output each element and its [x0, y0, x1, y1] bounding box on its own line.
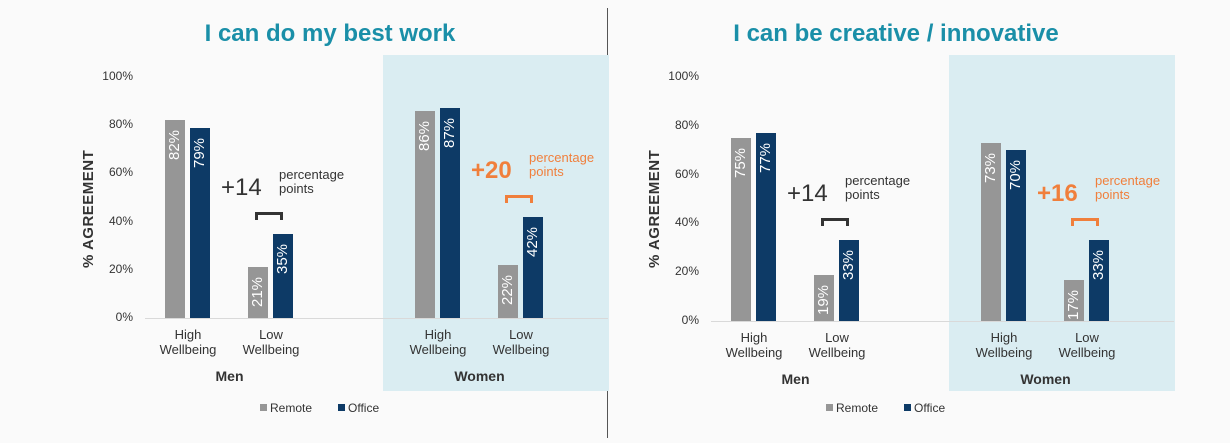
bar [273, 233, 293, 318]
legend-swatch [338, 404, 345, 411]
annotation-label: +16 [1037, 180, 1078, 208]
group-label: Women [454, 368, 505, 384]
x-tick-label: Low Wellbeing [808, 330, 866, 360]
y-tick-label: 80% [674, 117, 699, 132]
x-tick-label: High Wellbeing [975, 330, 1033, 360]
legend-label: Remote [270, 401, 313, 415]
x-tick-label: High Wellbeing [159, 327, 217, 357]
bracket [505, 194, 533, 203]
legend-label: Remote [836, 401, 879, 415]
x-axis-line [711, 321, 1174, 322]
x-tick-label: Low Wellbeing [492, 327, 550, 357]
bar [523, 216, 543, 318]
value-label: 42% [524, 226, 541, 257]
y-tick-label: 0% [681, 313, 699, 327]
bracket [255, 211, 283, 220]
legend-label: Office [348, 401, 380, 415]
value-label: 82% [166, 130, 183, 161]
bar [1089, 240, 1109, 321]
value-label: 22% [499, 274, 516, 305]
bar [731, 138, 751, 321]
value-label: 33% [1090, 250, 1107, 281]
group-label: Men [215, 368, 244, 384]
value-label: 19% [815, 284, 832, 315]
bar [814, 274, 834, 321]
y-tick-label: 80% [108, 117, 133, 132]
y-tick-label: 40% [108, 213, 133, 228]
chart-title: I can do my best work [204, 20, 456, 47]
value-label: 70% [1007, 160, 1024, 191]
annotation-text: percentage points [279, 166, 345, 196]
bar [440, 108, 460, 318]
value-label: 77% [757, 143, 774, 174]
bar [190, 127, 210, 318]
bar [981, 142, 1001, 321]
legend-swatch [904, 404, 911, 411]
bar [165, 120, 185, 318]
chart-title: I can be creative / innovative [733, 20, 1059, 47]
bar [498, 264, 518, 318]
value-label: 75% [732, 147, 749, 178]
value-label: 73% [982, 152, 999, 183]
value-label: 21% [249, 277, 266, 308]
bar [248, 267, 268, 318]
x-tick-label: High Wellbeing [725, 330, 783, 360]
annotation-text: percentage points [529, 149, 595, 179]
bar [756, 133, 776, 321]
annotation-text: percentage points [1095, 173, 1161, 203]
legend-swatch [260, 404, 267, 411]
y-tick-label: 100% [102, 69, 133, 83]
value-label: 87% [441, 118, 458, 149]
group-label: Men [781, 371, 810, 387]
x-tick-label: Low Wellbeing [242, 327, 300, 357]
value-label: 17% [1065, 289, 1082, 320]
x-tick-label: High Wellbeing [409, 327, 467, 357]
bar [1006, 150, 1026, 321]
value-label: 35% [274, 243, 291, 274]
group-label: Women [1020, 371, 1071, 387]
bracket [1071, 218, 1099, 227]
legend-label: Office [914, 401, 946, 415]
bar [839, 240, 859, 321]
bracket [821, 218, 849, 227]
y-tick-label: 100% [668, 69, 699, 83]
y-tick-label: 20% [674, 264, 699, 279]
value-label: 33% [840, 250, 857, 281]
y-tick-label: 60% [108, 165, 133, 180]
legend-swatch [826, 404, 833, 411]
value-label: 86% [416, 120, 433, 151]
annotation-label: +20 [471, 156, 512, 184]
y-tick-label: 60% [674, 166, 699, 181]
y-tick-label: 40% [674, 215, 699, 230]
bar [1064, 279, 1084, 321]
x-tick-label: Low Wellbeing [1058, 330, 1116, 360]
value-label: 79% [191, 137, 208, 168]
annotation-label: +14 [787, 180, 828, 208]
y-tick-label: 0% [115, 310, 133, 324]
bar [415, 110, 435, 318]
annotation-text: percentage points [845, 173, 911, 203]
y-tick-label: 20% [108, 261, 133, 276]
x-axis-line [145, 318, 608, 319]
annotation-label: +14 [221, 173, 262, 201]
